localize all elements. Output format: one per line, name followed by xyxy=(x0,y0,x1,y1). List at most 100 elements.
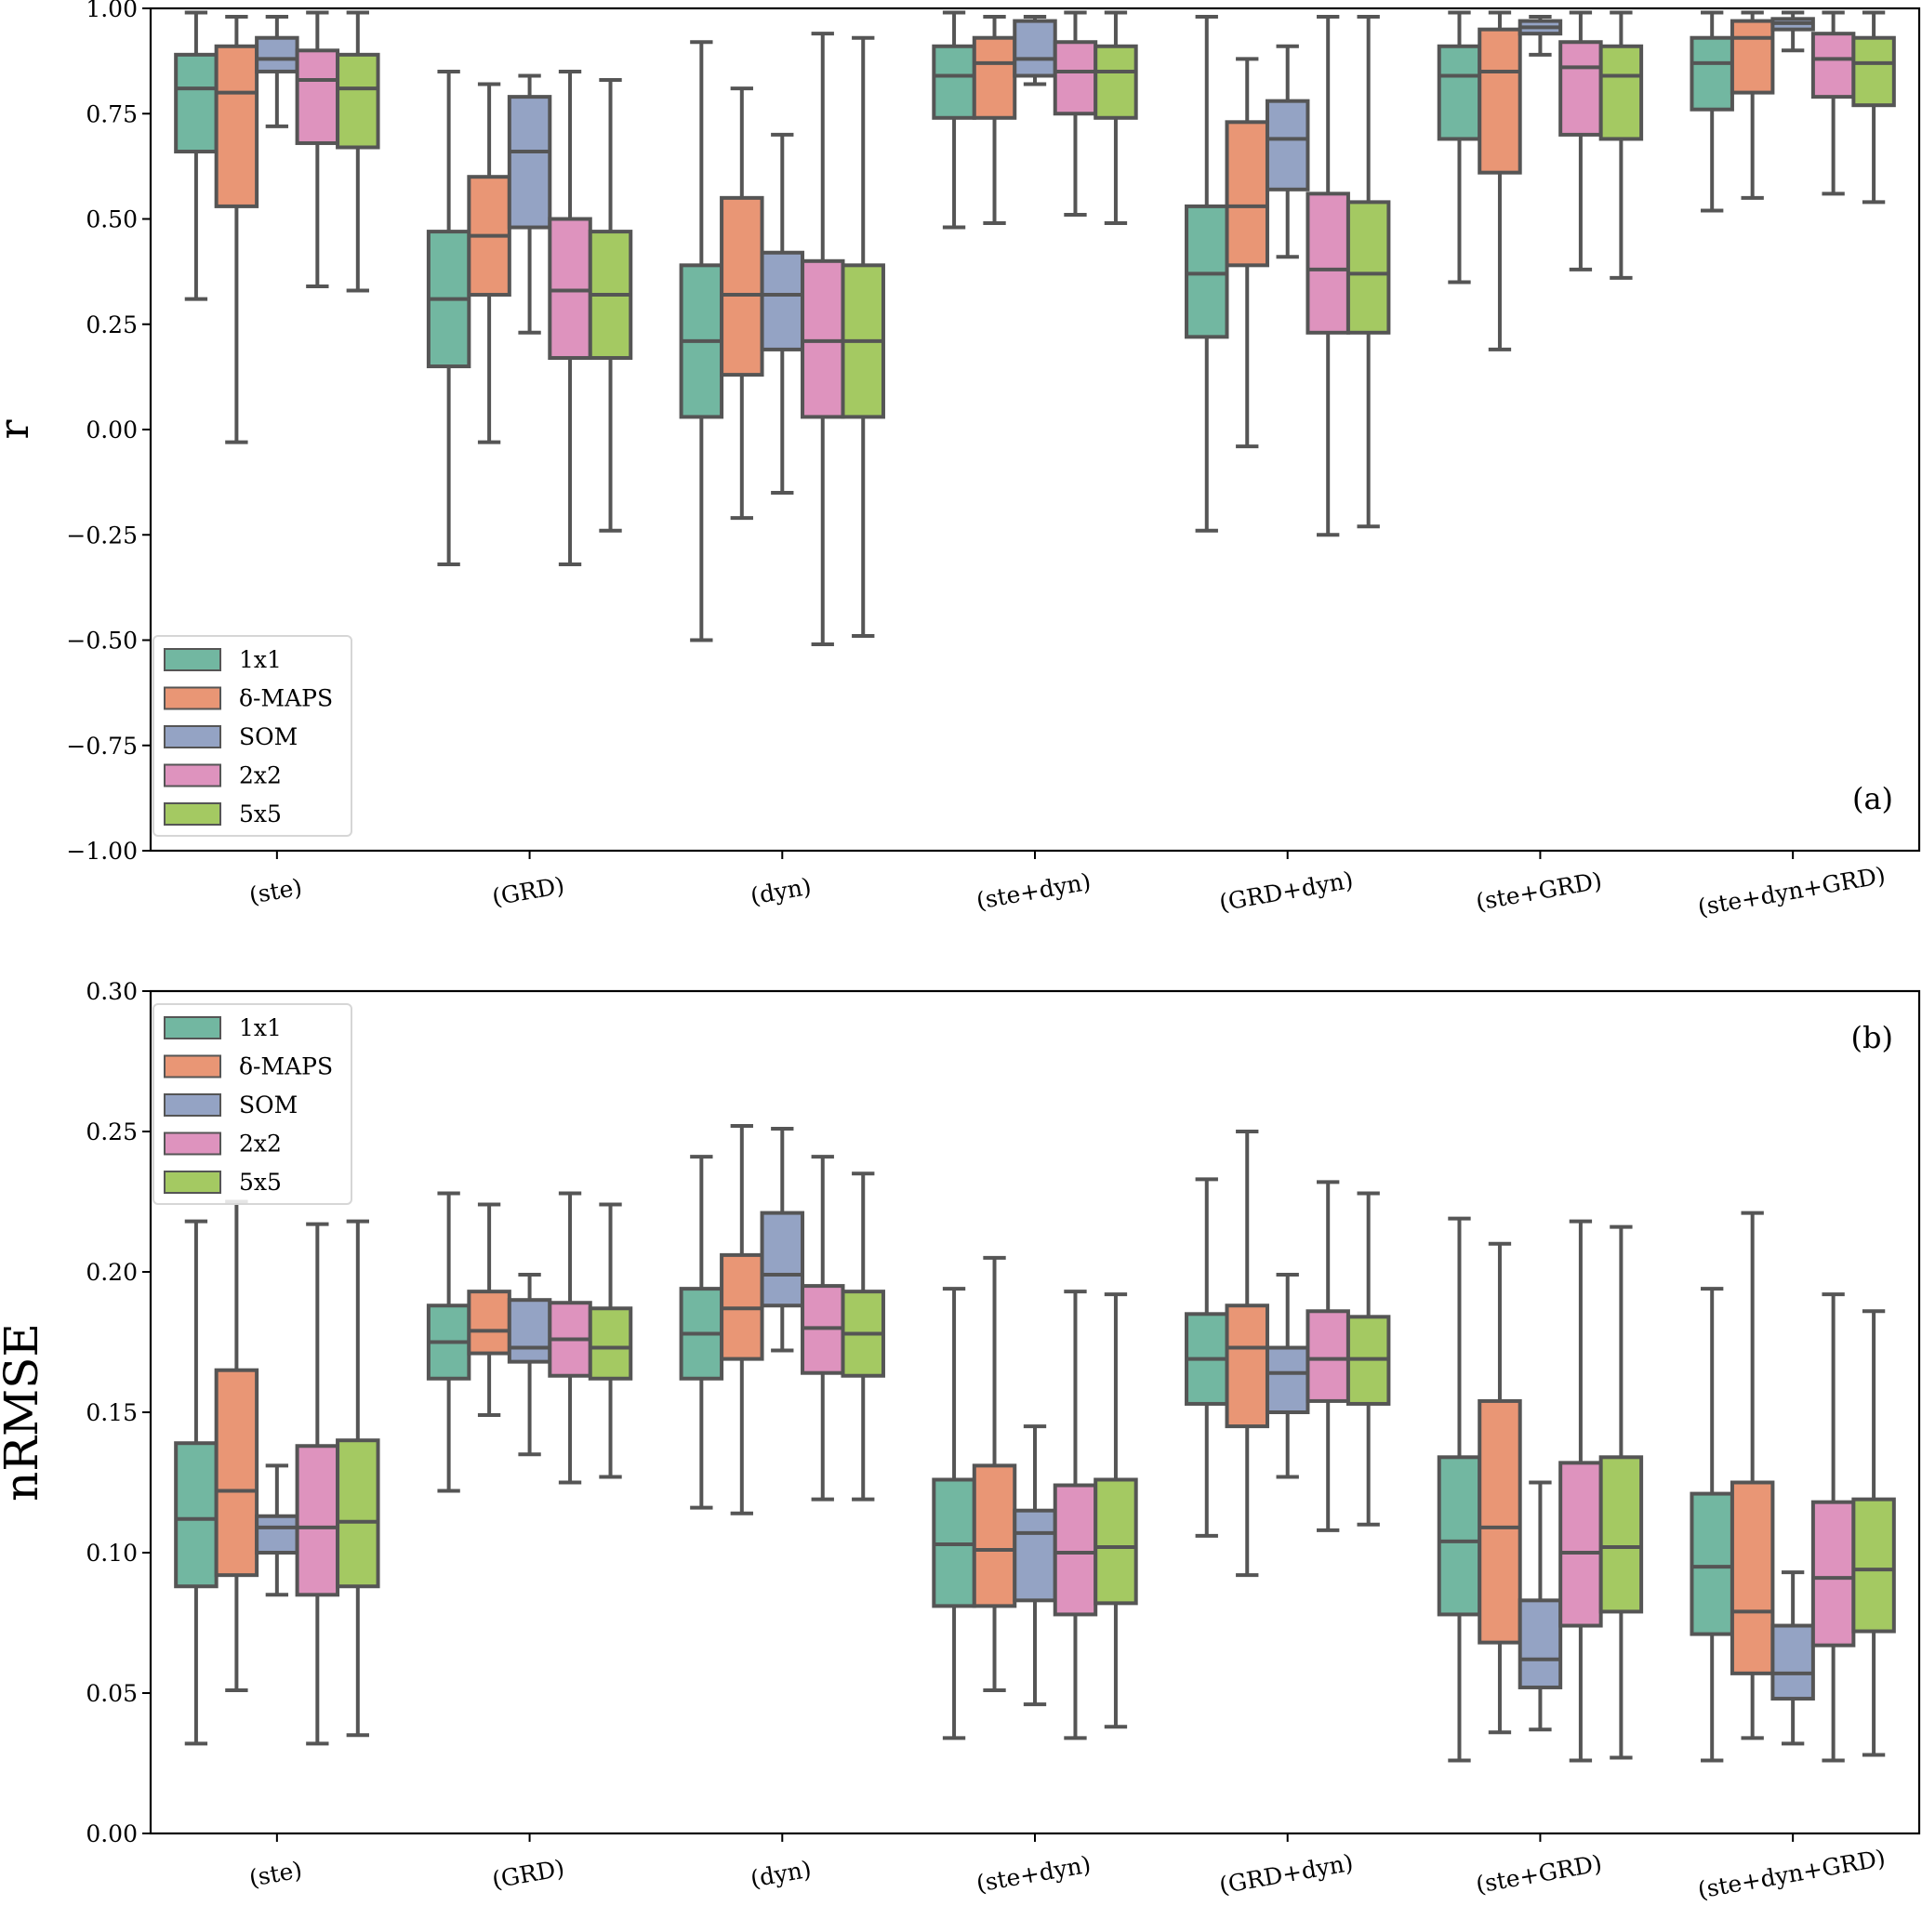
box-δ-MAPS-0 xyxy=(214,1199,259,1692)
y-tick-label: −1.00 xyxy=(66,838,138,865)
box-1x1-6 xyxy=(1690,10,1734,213)
box-2x2-0 xyxy=(295,10,340,288)
box-2x2-0 xyxy=(295,1222,340,1746)
x-tick-label: (GRD) xyxy=(490,872,566,911)
box-δ-MAPS-6 xyxy=(1730,10,1775,200)
iqr-box xyxy=(1598,1455,1644,1614)
plot-frame xyxy=(149,989,1921,1835)
box-1x1-0 xyxy=(174,1219,219,1746)
iqr-box xyxy=(1810,32,1856,99)
legend-label: δ-MAPS xyxy=(239,685,333,712)
y-tick-label: 0.00 xyxy=(86,1820,138,1847)
box-SOM-3 xyxy=(1013,15,1057,86)
iqr-box xyxy=(1225,1303,1269,1429)
panel-label: (b) xyxy=(1851,1020,1893,1055)
series-δ-MAPS xyxy=(214,1123,1775,1740)
box-1x1-2 xyxy=(679,1155,724,1510)
y-tick-label: 0.50 xyxy=(86,206,138,233)
box-SOM-5 xyxy=(1518,15,1563,57)
y-tick-label: 0.75 xyxy=(86,100,138,127)
iqr-box xyxy=(174,52,219,154)
legend-swatch xyxy=(164,1093,221,1117)
box-2x2-5 xyxy=(1558,1219,1603,1763)
box-5x5-6 xyxy=(1851,1309,1896,1757)
iqr-box xyxy=(1094,1477,1138,1606)
legend-label: 2x2 xyxy=(239,762,282,789)
box-SOM-1 xyxy=(507,73,552,335)
iqr-box xyxy=(1558,1461,1603,1628)
iqr-box xyxy=(1770,1623,1815,1701)
box-SOM-3 xyxy=(1013,1424,1057,1707)
y-axis-label: nRMSE xyxy=(0,1323,48,1502)
x-tick-label: (dyn) xyxy=(749,1856,814,1893)
box-SOM-1 xyxy=(507,1273,552,1457)
x-tick-label: (GRD+dyn) xyxy=(1217,1849,1355,1899)
box-2x2-2 xyxy=(801,1155,845,1502)
box-δ-MAPS-6 xyxy=(1730,1211,1775,1740)
box-5x5-6 xyxy=(1851,10,1896,205)
x-tick-label: (GRD+dyn) xyxy=(1217,867,1355,917)
x-tick-label: (dyn) xyxy=(749,873,814,910)
iqr-box xyxy=(801,258,845,419)
box-SOM-0 xyxy=(255,1463,299,1597)
y-tick-label: 0.25 xyxy=(86,311,138,338)
legend: 1x1 δ-MAPS SOM 2x2 5x5 xyxy=(152,635,352,837)
y-tick-label: 1.00 xyxy=(86,0,138,22)
iqr-box xyxy=(1185,204,1229,339)
iqr-box xyxy=(1306,1309,1350,1403)
legend-swatch xyxy=(164,648,221,671)
iqr-box xyxy=(1478,27,1522,175)
iqr-box xyxy=(1345,200,1391,335)
x-tick-label: (ste+dyn+GRD) xyxy=(1696,862,1888,921)
legend-swatch xyxy=(164,1016,221,1039)
iqr-box xyxy=(1094,44,1138,120)
box-δ-MAPS-0 xyxy=(214,15,259,444)
box-2x2-1 xyxy=(548,69,592,566)
box-2x2-6 xyxy=(1810,10,1856,196)
box-1x1-5 xyxy=(1437,1216,1482,1763)
box-1x1-3 xyxy=(932,10,976,230)
y-tick-label: 0.25 xyxy=(86,1118,138,1145)
box-SOM-6 xyxy=(1770,10,1815,53)
iqr-box xyxy=(507,95,552,230)
y-tick-label: 0.00 xyxy=(86,417,138,443)
x-tick-label: (ste) xyxy=(247,873,304,908)
box-2x2-5 xyxy=(1558,10,1603,271)
legend-label: 2x2 xyxy=(239,1131,282,1158)
box-δ-MAPS-2 xyxy=(720,86,764,521)
series-2x2 xyxy=(295,10,1856,647)
box-δ-MAPS-4 xyxy=(1225,57,1269,449)
box-5x5-2 xyxy=(841,35,885,638)
box-SOM-4 xyxy=(1265,1273,1310,1479)
iqr-box xyxy=(720,195,764,377)
legend: 1x1 δ-MAPS SOM 2x2 5x5 xyxy=(152,1003,352,1205)
box-SOM-2 xyxy=(760,132,805,495)
box-δ-MAPS-4 xyxy=(1225,1130,1269,1578)
legend-label: 1x1 xyxy=(239,646,282,673)
y-tick-label: 0.10 xyxy=(86,1540,138,1567)
legend-swatch xyxy=(164,763,221,787)
iqr-box xyxy=(295,48,340,145)
y-tick-label: 0.05 xyxy=(86,1680,138,1707)
iqr-box xyxy=(1690,35,1734,112)
iqr-box xyxy=(1730,19,1775,95)
legend-swatch xyxy=(164,802,221,826)
iqr-box xyxy=(1013,19,1057,78)
box-2x2-3 xyxy=(1053,10,1098,217)
legend-label: 5x5 xyxy=(239,1169,282,1196)
box-5x5-5 xyxy=(1598,1224,1644,1760)
box-5x5-0 xyxy=(336,10,380,293)
legend-swatch xyxy=(164,725,221,748)
box-5x5-4 xyxy=(1345,15,1391,529)
iqr-box xyxy=(174,1441,219,1589)
box-1x1-1 xyxy=(426,69,471,566)
iqr-box xyxy=(1478,1398,1522,1645)
box-1x1-4 xyxy=(1185,1177,1229,1538)
legend-label: 5x5 xyxy=(239,801,282,827)
box-5x5-5 xyxy=(1598,10,1644,280)
iqr-box xyxy=(336,1438,380,1589)
y-axis-label: r xyxy=(0,419,38,440)
iqr-box xyxy=(1013,1508,1057,1603)
y-tick-label: −0.50 xyxy=(66,628,138,655)
iqr-box xyxy=(255,1514,299,1555)
